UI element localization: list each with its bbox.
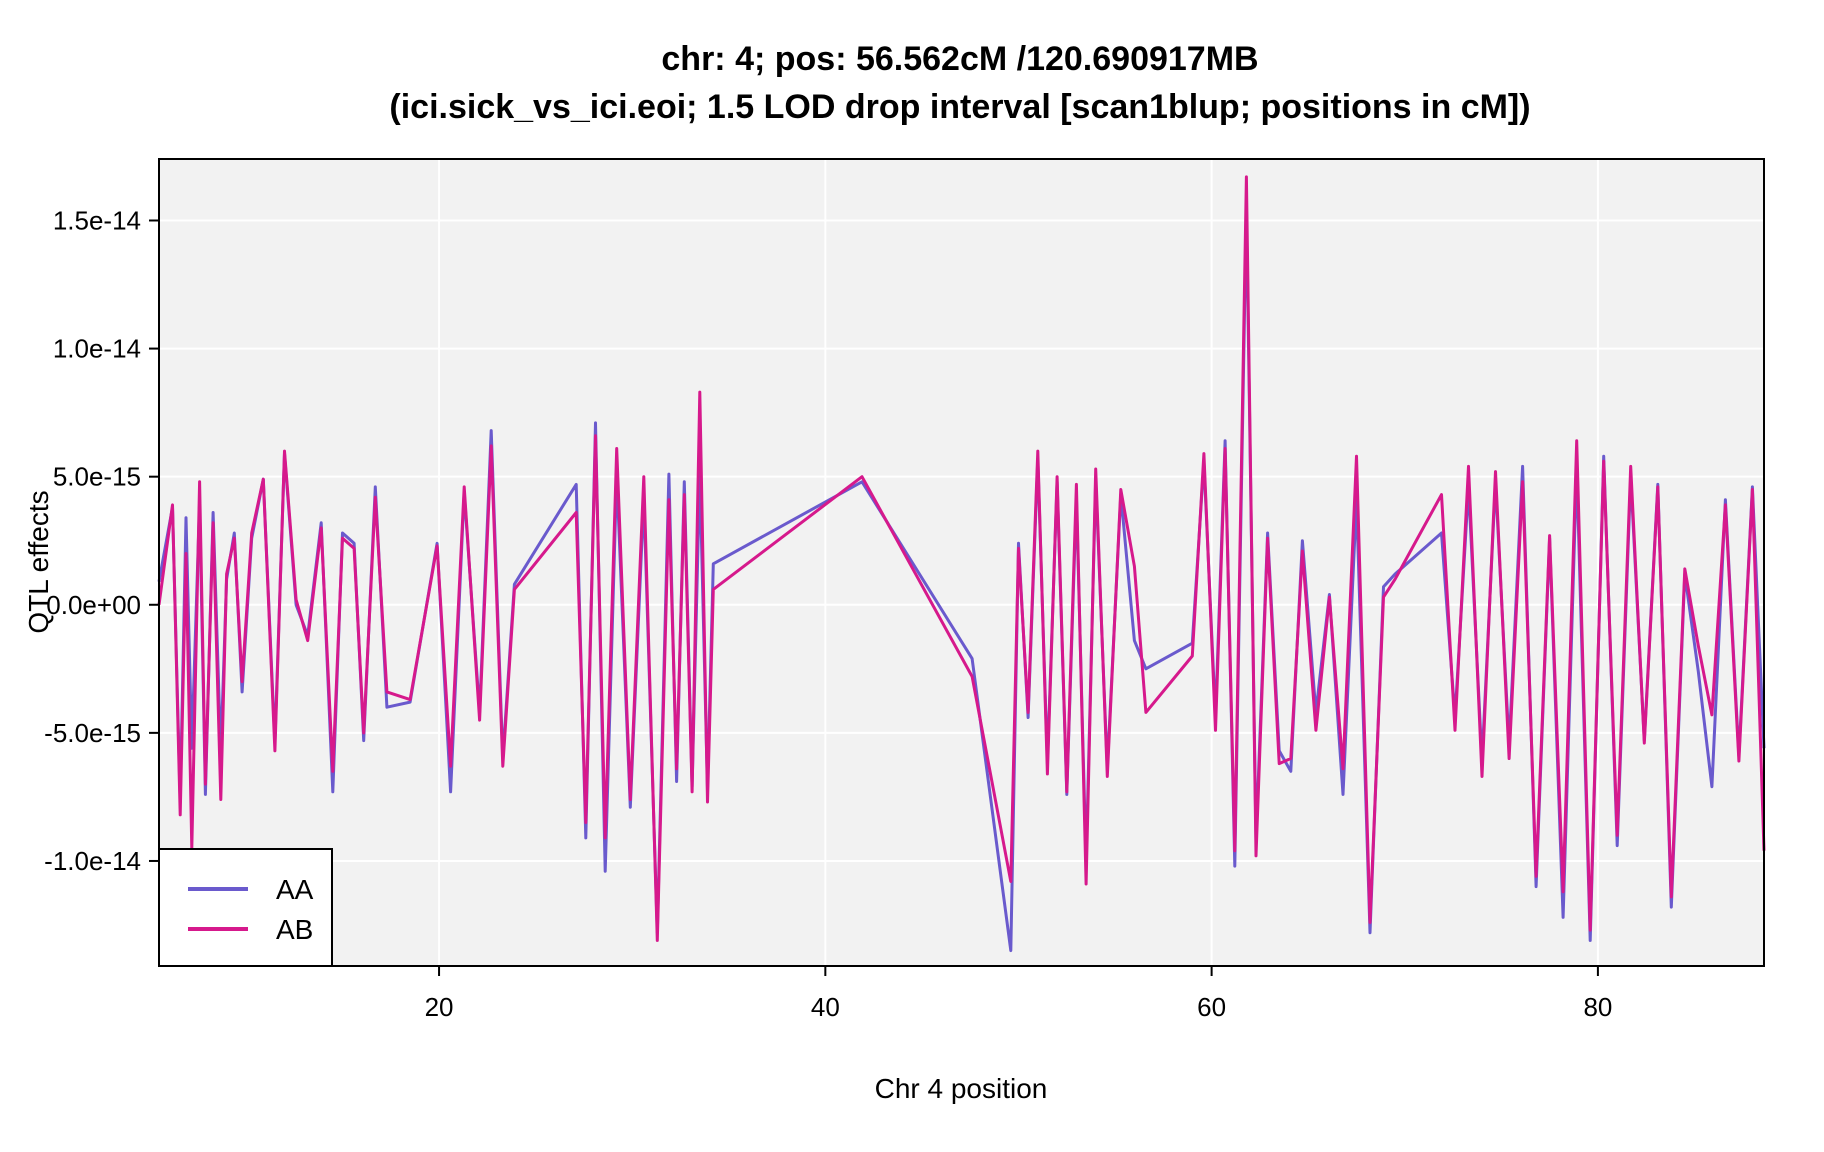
chart-title: chr: 4; pos: 56.562cM /120.690917MB [661, 40, 1258, 78]
y-tick-label-0: -1.0e-14 [44, 846, 141, 876]
x-tick-label-1: 40 [811, 992, 840, 1022]
y-axis-label: QTL effects [23, 490, 54, 633]
legend: AA AB [158, 848, 333, 967]
x-axis-label: Chr 4 position [875, 1073, 1048, 1104]
plot-panel [159, 159, 1764, 966]
legend-label-aa: AA [276, 874, 314, 905]
chart-subtitle: (ici.sick_vs_ici.eoi; 1.5 LOD drop inter… [389, 88, 1530, 126]
series-line-ab [157, 175, 1766, 942]
y-tick-label-3: 5.0e-15 [53, 462, 141, 492]
y-axis: -1.0e-14 -5.0e-15 0.0e+00 5.0e-15 1.0e-14 1.5… [44, 205, 159, 876]
y-tick-label-1: -5.0e-15 [44, 718, 141, 748]
y-tick-label-2: 0.0e+00 [46, 590, 141, 620]
x-tick-label-0: 20 [425, 992, 454, 1022]
series-layer [157, 175, 1766, 953]
legend-label-ab: AB [276, 914, 313, 945]
x-tick-label-2: 60 [1197, 992, 1226, 1022]
y-tick-label-4: 1.0e-14 [53, 334, 141, 364]
x-axis: 20 40 60 80 [425, 966, 1612, 1022]
legend-box [158, 848, 333, 967]
plot-frame [158, 158, 1765, 967]
y-tick-label-5: 1.5e-14 [53, 205, 141, 235]
x-tick-label-3: 80 [1583, 992, 1612, 1022]
